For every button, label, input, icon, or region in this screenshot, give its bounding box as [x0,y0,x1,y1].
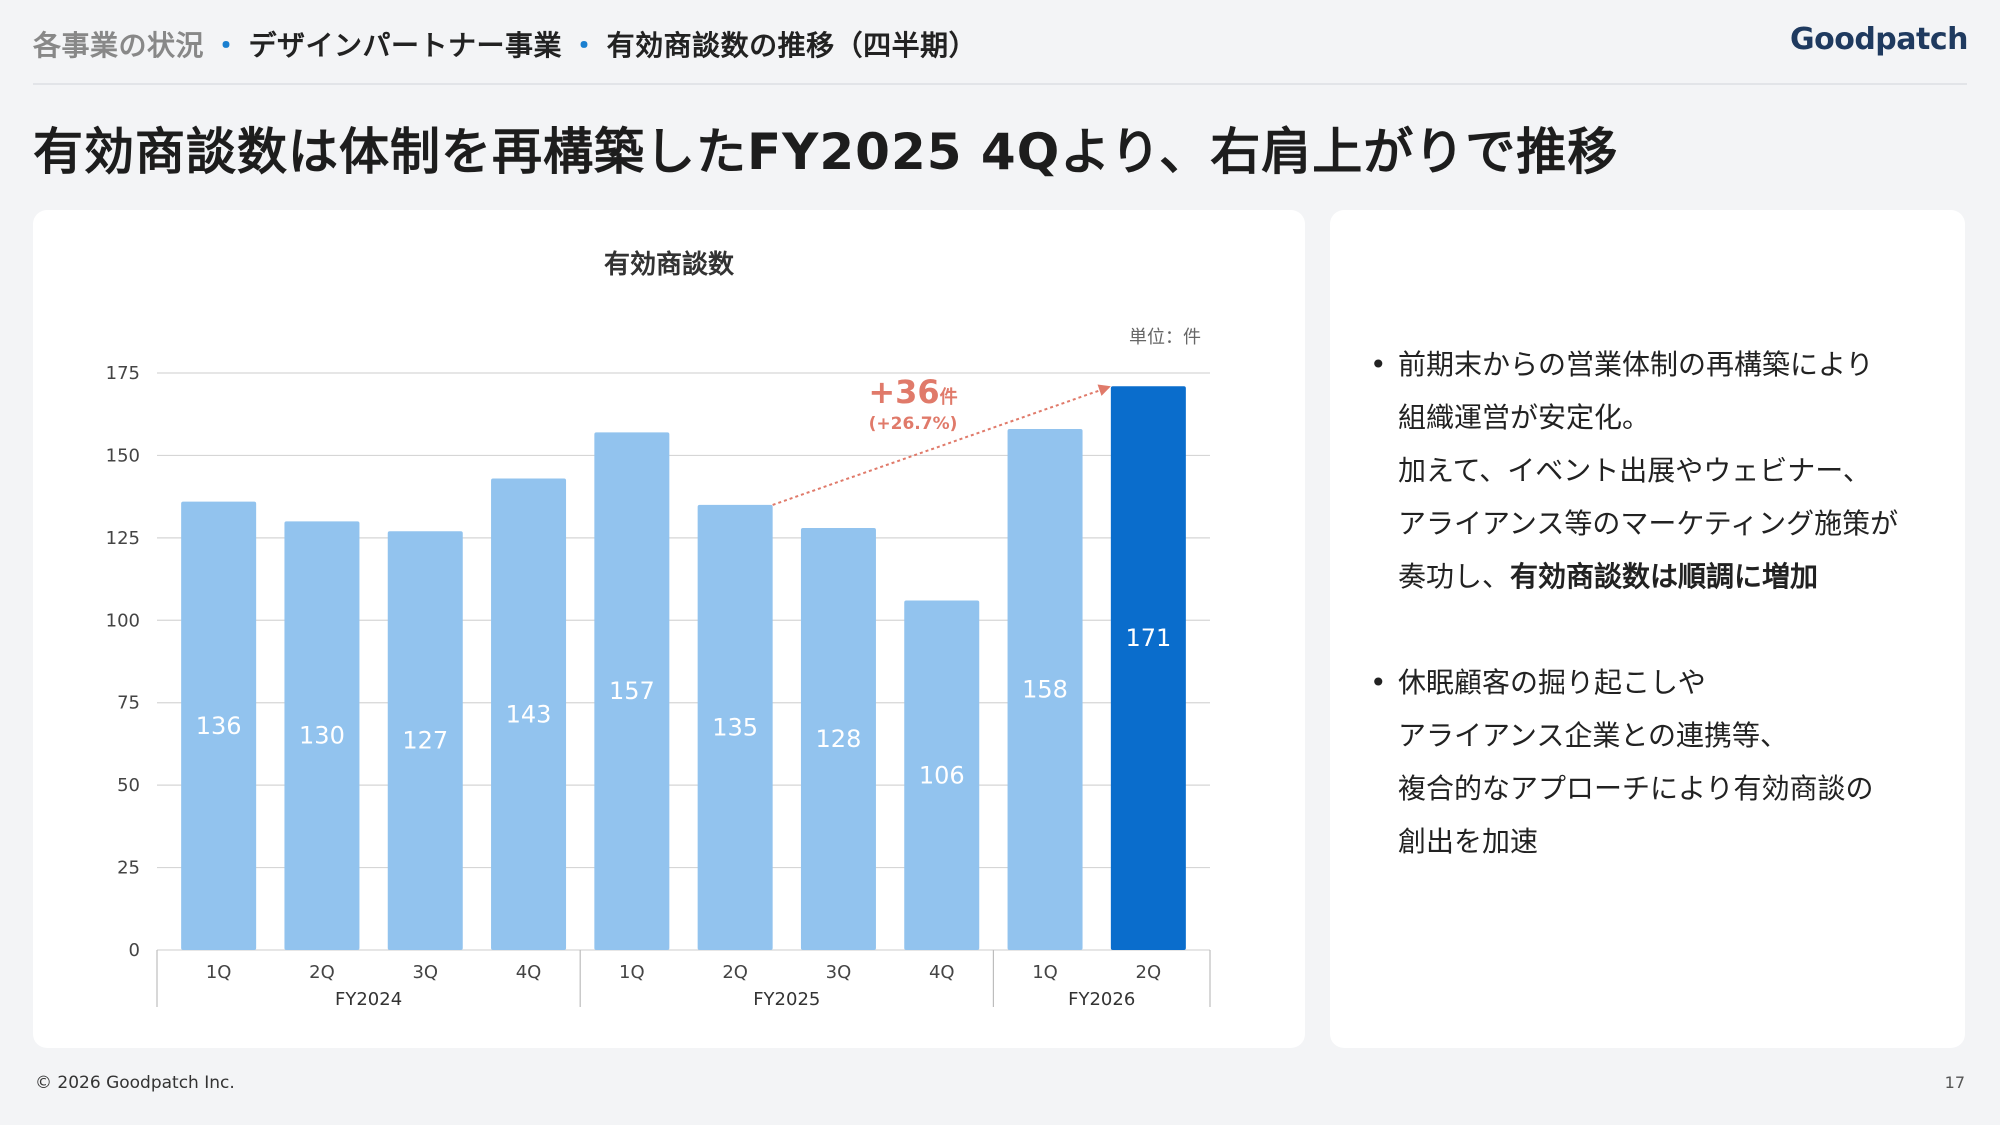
copyright: © 2026 Goodpatch Inc. [35,1073,235,1093]
breadcrumb-item: 各事業の状況 [33,29,205,62]
bar-value-label: 127 [402,727,448,755]
annotation-arrowhead [1097,384,1111,396]
y-tick-label: 0 [129,940,140,961]
y-tick-label: 125 [106,528,140,549]
bar [491,478,567,950]
breadcrumb-item: 有効商談数の推移（四半期） [606,29,978,62]
x-tick-label: 4Q [929,962,955,983]
bullet-line: 前期末からの営業体制の再構築により [1398,348,1874,381]
bar [800,527,876,950]
annotation-arrow-line [772,386,1110,506]
x-tick-label: 4Q [516,962,542,983]
company-logo: Goodpatch [1789,22,1969,57]
y-tick-label: 75 [117,693,140,714]
bar [284,521,360,950]
bullet-line: アライアンス等のマーケティング施策が [1398,507,1899,540]
bullet-line: 複合的なアプローチにより有効商談の [1398,772,1874,805]
bar-value-label: 135 [712,713,758,741]
bar-value-label: 143 [506,700,552,728]
bar [387,531,463,950]
bullet-line: 加えて、イベント出展やウェビナー、 [1398,454,1871,487]
x-tick-label: 2Q [1136,962,1162,983]
chart-card: 有効商談数単位：件 0 25 50 75 100 125 150 175 136 1Q 130 2Q 12… [33,210,1305,1048]
group-label: FY2025 [753,989,820,1010]
header-divider [33,83,1967,85]
breadcrumb: 各事業の状況・デザインパートナー事業・有効商談数の推移（四半期） [33,24,977,64]
bar [594,432,670,950]
y-tick-label: 25 [117,858,140,879]
bar-value-label: 157 [609,677,655,705]
bar [1110,386,1186,950]
unit-label: 単位：件 [1129,327,1201,348]
breadcrumb-separator: ・ [570,29,599,62]
bullet-line: 組織運営が安定化。 [1398,401,1651,434]
annotation-label: +36件 [868,373,957,411]
x-tick-label: 3Q [412,962,438,983]
x-tick-label: 2Q [309,962,335,983]
summary-card: 前期末からの営業体制の再構築により 組織運営が安定化。 加えて、イベント出展やウ… [1330,210,1965,1048]
annotation-main: +36 [868,373,939,411]
x-tick-label: 2Q [722,962,748,983]
group-label: FY2026 [1068,989,1135,1010]
breadcrumb-separator: ・ [212,29,241,62]
y-tick-label: 175 [106,363,140,384]
bullet-item: 前期末からの営業体制の再構築により 組織運営が安定化。 加えて、イベント出展やウ… [1370,338,1945,603]
bullet-item: 休眠顧客の掘り起こしや アライアンス企業との連携等、 複合的なアプローチにより有… [1370,656,1945,868]
bullet-line: 休眠顧客の掘り起こしや [1398,666,1706,699]
y-tick-label: 150 [106,445,140,466]
bar-value-label: 171 [1125,624,1171,652]
summary-bullets: 前期末からの営業体制の再構築により 組織運営が安定化。 加えて、イベント出展やウ… [1370,338,1945,921]
bar-value-label: 130 [299,722,345,750]
y-tick-label: 50 [117,775,140,796]
group-label: FY2024 [335,989,402,1010]
annotation-sub: (+26.7%) [869,414,958,434]
bar-value-label: 106 [919,761,965,789]
bar-value-label: 128 [816,725,862,753]
x-tick-label: 3Q [826,962,852,983]
annotation-unit: 件 [940,386,958,408]
bullet-text: 奏功し、 [1398,560,1511,593]
bullet-line: アライアンス企業との連携等、 [1398,719,1789,752]
bullet-emphasis: 有効商談数は順調に増加 [1510,560,1819,593]
bullet-line: 創出を加速 [1398,825,1539,858]
bar [904,600,980,950]
x-tick-label: 1Q [206,962,232,983]
bullet-line: 奏功し、有効商談数は順調に増加 [1398,550,1945,603]
bar-value-label: 158 [1022,676,1068,704]
x-tick-label: 1Q [1032,962,1058,983]
page-number: 17 [1944,1073,1965,1092]
bar [181,501,257,950]
x-tick-label: 1Q [619,962,645,983]
bar [697,504,773,950]
bar-value-label: 136 [196,712,242,740]
chart-title: 有効商談数 [604,249,735,280]
breadcrumb-item: デザインパートナー事業 [248,29,563,62]
bar [1007,429,1083,951]
page-title: 有効商談数は体制を再構築したFY2025 4Qより、右肩上がりで推移 [33,123,1619,181]
y-tick-label: 100 [106,610,140,631]
